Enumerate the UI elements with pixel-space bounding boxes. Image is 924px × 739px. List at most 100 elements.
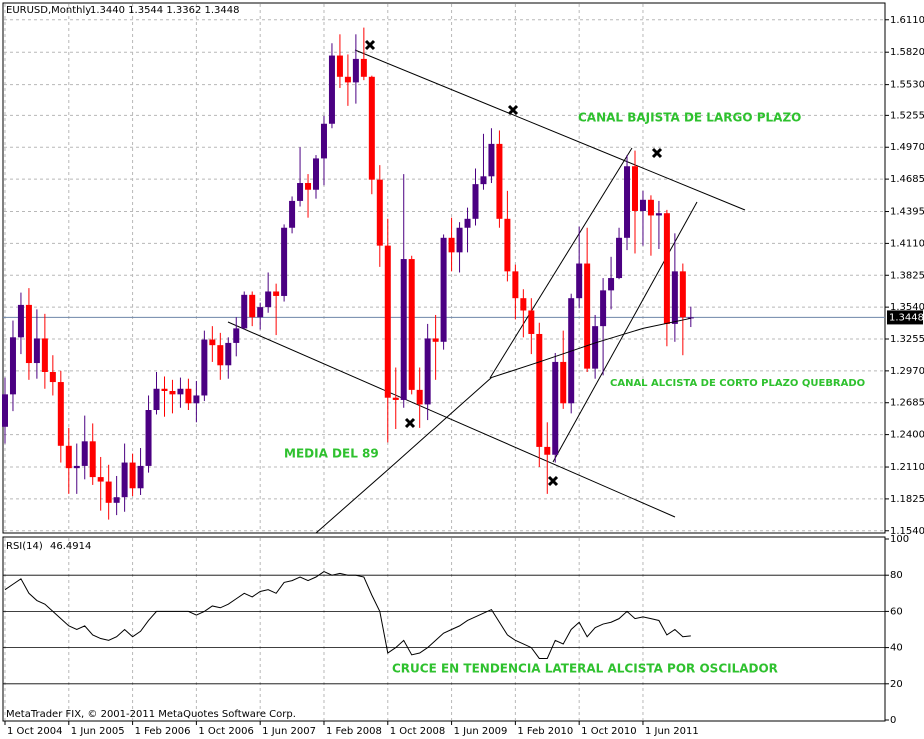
candle-body <box>1 394 8 427</box>
trend-line <box>552 201 698 463</box>
candle-body <box>153 388 160 411</box>
candle-body <box>89 441 96 478</box>
candle-body <box>305 183 312 190</box>
y-tick-label: 100 <box>890 534 909 545</box>
candle-body <box>456 227 463 253</box>
candle-body <box>161 388 168 391</box>
candle-body <box>488 143 495 177</box>
candle-body <box>376 179 383 246</box>
rsi-line <box>4 571 691 659</box>
candle-body <box>416 389 423 405</box>
x-tick-label: 1 Oct 2010 <box>581 726 636 737</box>
candle-body <box>368 76 375 180</box>
y-tick-label: 40 <box>890 643 903 654</box>
y-tick-label: 1.3255 <box>890 334 924 345</box>
x-tick-label: 1 Jun 2011 <box>645 726 699 737</box>
x-tick-label: 1 Oct 2008 <box>390 726 445 737</box>
y-tick-label: 1.1825 <box>890 494 924 505</box>
y-tick-label: 1.2970 <box>890 366 924 377</box>
moving-average <box>315 317 691 534</box>
chart-title: EURUSD,Monthly <box>6 5 91 16</box>
candle-body <box>177 388 184 395</box>
footer: MetaTrader FIX, © 2001-2011 MetaQuotes S… <box>6 709 296 720</box>
candle-body <box>520 298 527 311</box>
x-tick-label: 1 Oct 2004 <box>7 726 62 737</box>
candle-body <box>265 291 272 308</box>
rsi-panel <box>2 536 886 722</box>
candle-body <box>528 310 535 334</box>
candle-body <box>631 166 638 211</box>
rsi-last-value: 46.4914 <box>50 541 91 552</box>
candle-body <box>121 462 128 498</box>
candle-body <box>655 213 662 216</box>
candle-body <box>432 338 439 342</box>
candle-body <box>608 278 615 291</box>
candle-body <box>289 200 296 228</box>
candle-body <box>560 361 567 404</box>
candle-body <box>687 317 694 319</box>
annotation: MEDIA DEL 89 <box>284 447 379 461</box>
candle-body <box>464 218 471 228</box>
candle-body <box>201 339 208 396</box>
y-tick-label: 1.5530 <box>890 80 924 91</box>
candle-body <box>647 199 654 216</box>
y-tick-label: 20 <box>890 679 903 690</box>
y-tick-label: 1.1540 <box>890 526 924 537</box>
candle-body <box>472 184 479 219</box>
candle-body <box>225 342 232 366</box>
candle-body <box>616 237 623 279</box>
candle-body <box>97 477 104 482</box>
candle-body <box>584 263 591 369</box>
candle-body <box>440 237 447 342</box>
candle-body <box>41 338 48 372</box>
candle-body <box>193 395 200 404</box>
candle-body <box>408 259 415 390</box>
candle-body <box>49 371 56 383</box>
candle-body <box>320 123 327 159</box>
candle-body <box>241 294 248 329</box>
candle-body <box>344 76 351 83</box>
candle-body <box>663 213 670 324</box>
x-tick-label: 1 Jun 2007 <box>262 726 316 737</box>
trend-lines <box>227 49 746 518</box>
candle-body <box>281 227 288 296</box>
ohlc-label: 1.3440 1.3544 1.3362 1.3448 <box>90 5 240 16</box>
trend-line <box>227 321 676 518</box>
price-label: 1.3448 <box>889 312 924 323</box>
candle-body <box>249 294 256 318</box>
candle-body <box>81 441 88 466</box>
y-tick-label: 1.4110 <box>890 238 924 249</box>
candle-body <box>9 337 16 395</box>
candle-body <box>57 382 64 446</box>
x-tick-label: 1 Feb 2008 <box>326 726 382 737</box>
y-tick-label: 1.2110 <box>890 462 924 473</box>
x-marker <box>364 39 663 487</box>
candle-body <box>273 291 280 296</box>
candle-body <box>536 333 543 447</box>
y-tick-label: 1.6110 <box>890 15 924 26</box>
candle-body <box>217 345 224 366</box>
candle-body <box>400 259 407 400</box>
candle-body <box>352 58 359 83</box>
candle-body <box>328 55 335 124</box>
candle-body <box>209 339 216 346</box>
candle-body <box>73 465 80 469</box>
x-tick-label: 1 Feb 2006 <box>135 726 191 737</box>
x-tick-label: 1 Feb 2010 <box>517 726 573 737</box>
candle-body <box>552 361 559 455</box>
price-panel <box>2 2 886 534</box>
y-tick-label: 1.2685 <box>890 398 924 409</box>
annotation: CANAL BAJISTA DE LARGO PLAZO <box>578 111 801 125</box>
annotation: CRUCE EN TENDENCIA LATERAL ALCISTA POR O… <box>392 662 778 676</box>
candle-body <box>65 445 72 469</box>
candle-body <box>336 55 343 77</box>
candle-body <box>129 462 136 489</box>
candle-body <box>33 338 40 364</box>
candle-body <box>576 263 583 299</box>
y-tick-label: 1.3825 <box>890 270 924 281</box>
candle-body <box>384 245 391 398</box>
y-tick-label: 1.5820 <box>890 47 924 58</box>
candle-body <box>297 183 304 201</box>
candle-body <box>313 158 320 190</box>
